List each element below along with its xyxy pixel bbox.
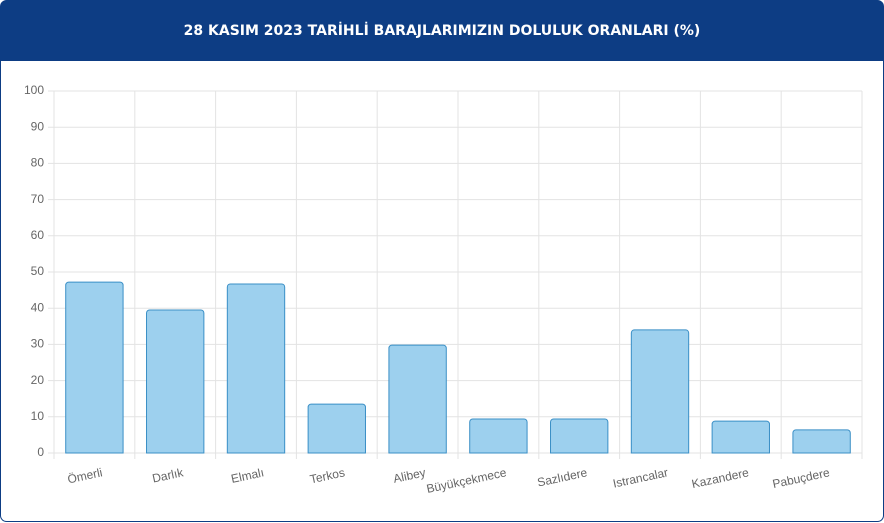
y-tick-label: 0 xyxy=(37,445,44,459)
y-tick-label: 10 xyxy=(31,409,45,423)
bar xyxy=(469,418,528,454)
y-tick-label: 70 xyxy=(31,192,45,206)
bar xyxy=(146,309,205,454)
y-tick-label: 50 xyxy=(31,264,45,278)
y-tick-label: 90 xyxy=(31,119,45,133)
bar xyxy=(550,418,609,454)
bar xyxy=(307,403,366,454)
chart-title: 28 KASIM 2023 TARİHLİ BARAJLARIMIZIN DOL… xyxy=(184,22,701,39)
bar xyxy=(711,420,770,454)
y-tick-label: 100 xyxy=(24,83,44,97)
y-tick-label: 20 xyxy=(31,373,45,387)
bar xyxy=(388,344,447,454)
y-tick-label: 80 xyxy=(31,156,45,170)
x-tick-label: Alibey xyxy=(392,465,427,485)
header xyxy=(0,0,884,61)
bar xyxy=(226,283,286,454)
bar xyxy=(792,429,851,454)
y-tick-label: 60 xyxy=(31,228,45,242)
x-tick-label: Darlık xyxy=(151,465,186,485)
y-tick-label: 30 xyxy=(31,337,45,351)
x-tick-label: Elmalı xyxy=(230,465,266,486)
y-tick-label: 40 xyxy=(31,300,45,314)
bar xyxy=(65,281,124,454)
bar xyxy=(630,329,690,454)
